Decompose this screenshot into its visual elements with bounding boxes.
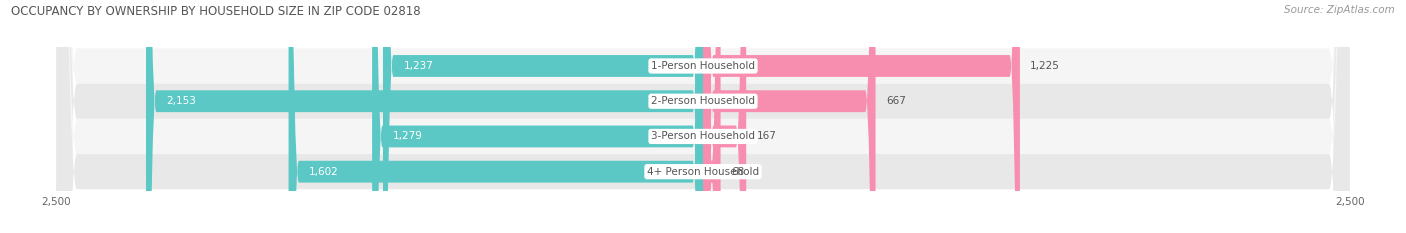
Text: 1-Person Household: 1-Person Household [651, 61, 755, 71]
Text: 2,153: 2,153 [167, 96, 197, 106]
Text: 1,225: 1,225 [1031, 61, 1060, 71]
FancyBboxPatch shape [703, 0, 747, 233]
Text: Source: ZipAtlas.com: Source: ZipAtlas.com [1284, 5, 1395, 15]
FancyBboxPatch shape [373, 0, 703, 233]
FancyBboxPatch shape [288, 0, 703, 233]
FancyBboxPatch shape [56, 0, 1350, 233]
FancyBboxPatch shape [56, 0, 1350, 233]
Text: 4+ Person Household: 4+ Person Household [647, 167, 759, 177]
Text: 1,279: 1,279 [392, 131, 423, 141]
FancyBboxPatch shape [382, 0, 703, 233]
Text: 1,602: 1,602 [309, 167, 339, 177]
FancyBboxPatch shape [146, 0, 703, 233]
Text: 667: 667 [886, 96, 905, 106]
Text: 68: 68 [731, 167, 744, 177]
Text: 3-Person Household: 3-Person Household [651, 131, 755, 141]
FancyBboxPatch shape [56, 0, 1350, 233]
FancyBboxPatch shape [703, 0, 721, 233]
Text: 167: 167 [756, 131, 776, 141]
Text: 1,237: 1,237 [404, 61, 433, 71]
FancyBboxPatch shape [703, 0, 876, 233]
Text: OCCUPANCY BY OWNERSHIP BY HOUSEHOLD SIZE IN ZIP CODE 02818: OCCUPANCY BY OWNERSHIP BY HOUSEHOLD SIZE… [11, 5, 420, 18]
Text: 2-Person Household: 2-Person Household [651, 96, 755, 106]
FancyBboxPatch shape [703, 0, 1019, 233]
FancyBboxPatch shape [56, 0, 1350, 233]
